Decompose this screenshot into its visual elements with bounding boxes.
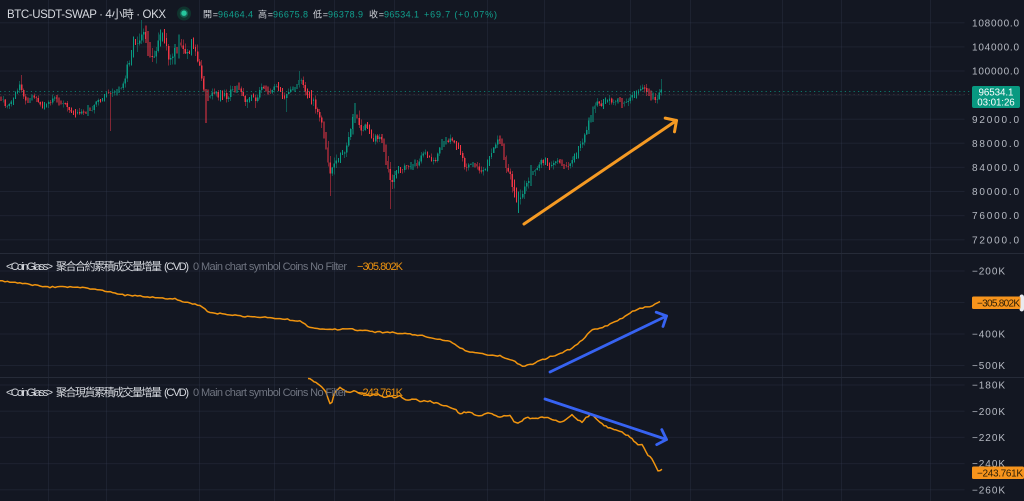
svg-text:<CoinGlass>: <CoinGlass> xyxy=(6,261,53,273)
svg-text:−220K: −220K xyxy=(972,433,1005,444)
svg-text:−305.802K: −305.802K xyxy=(357,261,404,273)
svg-text:0 Main chart symbol Coins No F: 0 Main chart symbol Coins No Filter xyxy=(193,387,347,399)
svg-text:92000.0: 92000.0 xyxy=(972,115,1019,126)
svg-text:100000.0: 100000.0 xyxy=(972,67,1019,78)
svg-text:<CoinGlass>: <CoinGlass> xyxy=(6,387,53,399)
svg-text:96464.4: 96464.4 xyxy=(218,10,253,20)
svg-text:開=: 開= xyxy=(203,10,218,20)
svg-text:80000.0: 80000.0 xyxy=(972,187,1019,198)
svg-text:−305.802K: −305.802K xyxy=(977,299,1020,310)
svg-text:(CVD): (CVD) xyxy=(164,387,189,399)
svg-text:聚合合約累積成交量增量: 聚合合約累積成交量增量 xyxy=(56,259,162,273)
svg-text:88000.0: 88000.0 xyxy=(972,139,1019,150)
svg-text:96534.1: 96534.1 xyxy=(384,10,419,20)
svg-text:96378.9: 96378.9 xyxy=(328,10,363,20)
svg-text:高=: 高= xyxy=(258,9,273,20)
svg-text:聚合現貨累積成交量增量: 聚合現貨累積成交量增量 xyxy=(56,385,162,399)
svg-text:96675.8: 96675.8 xyxy=(273,10,308,20)
svg-text:收=: 收= xyxy=(369,9,384,20)
svg-text:108000.0: 108000.0 xyxy=(972,18,1019,29)
svg-text:(CVD): (CVD) xyxy=(164,261,189,273)
svg-text:−260K: −260K xyxy=(972,485,1005,496)
svg-text:−243.761K: −243.761K xyxy=(977,469,1023,480)
svg-text:BTC-USDT-SWAP · 4小時 · OKX: BTC-USDT-SWAP · 4小時 · OKX xyxy=(7,8,166,21)
svg-text:−243.761K: −243.761K xyxy=(357,387,404,399)
svg-text:76000.0: 76000.0 xyxy=(972,211,1019,222)
svg-text:96534.1: 96534.1 xyxy=(979,88,1014,99)
svg-text:−240K: −240K xyxy=(972,459,1005,470)
svg-text:−180K: −180K xyxy=(972,381,1005,392)
svg-text:104000.0: 104000.0 xyxy=(972,43,1019,54)
svg-text:−400K: −400K xyxy=(972,330,1005,341)
svg-text:−200K: −200K xyxy=(972,267,1005,278)
svg-text:72000.0: 72000.0 xyxy=(972,235,1019,246)
svg-text:0 Main chart symbol Coins No F: 0 Main chart symbol Coins No Filter xyxy=(193,261,347,273)
svg-text:低=: 低= xyxy=(313,9,328,20)
svg-text:84000.0: 84000.0 xyxy=(972,163,1019,174)
svg-text:03:01:26: 03:01:26 xyxy=(977,97,1015,108)
svg-text:−500K: −500K xyxy=(972,361,1005,372)
svg-text:+69.7 (+0.07%): +69.7 (+0.07%) xyxy=(424,10,497,20)
svg-text:−200K: −200K xyxy=(972,407,1005,418)
